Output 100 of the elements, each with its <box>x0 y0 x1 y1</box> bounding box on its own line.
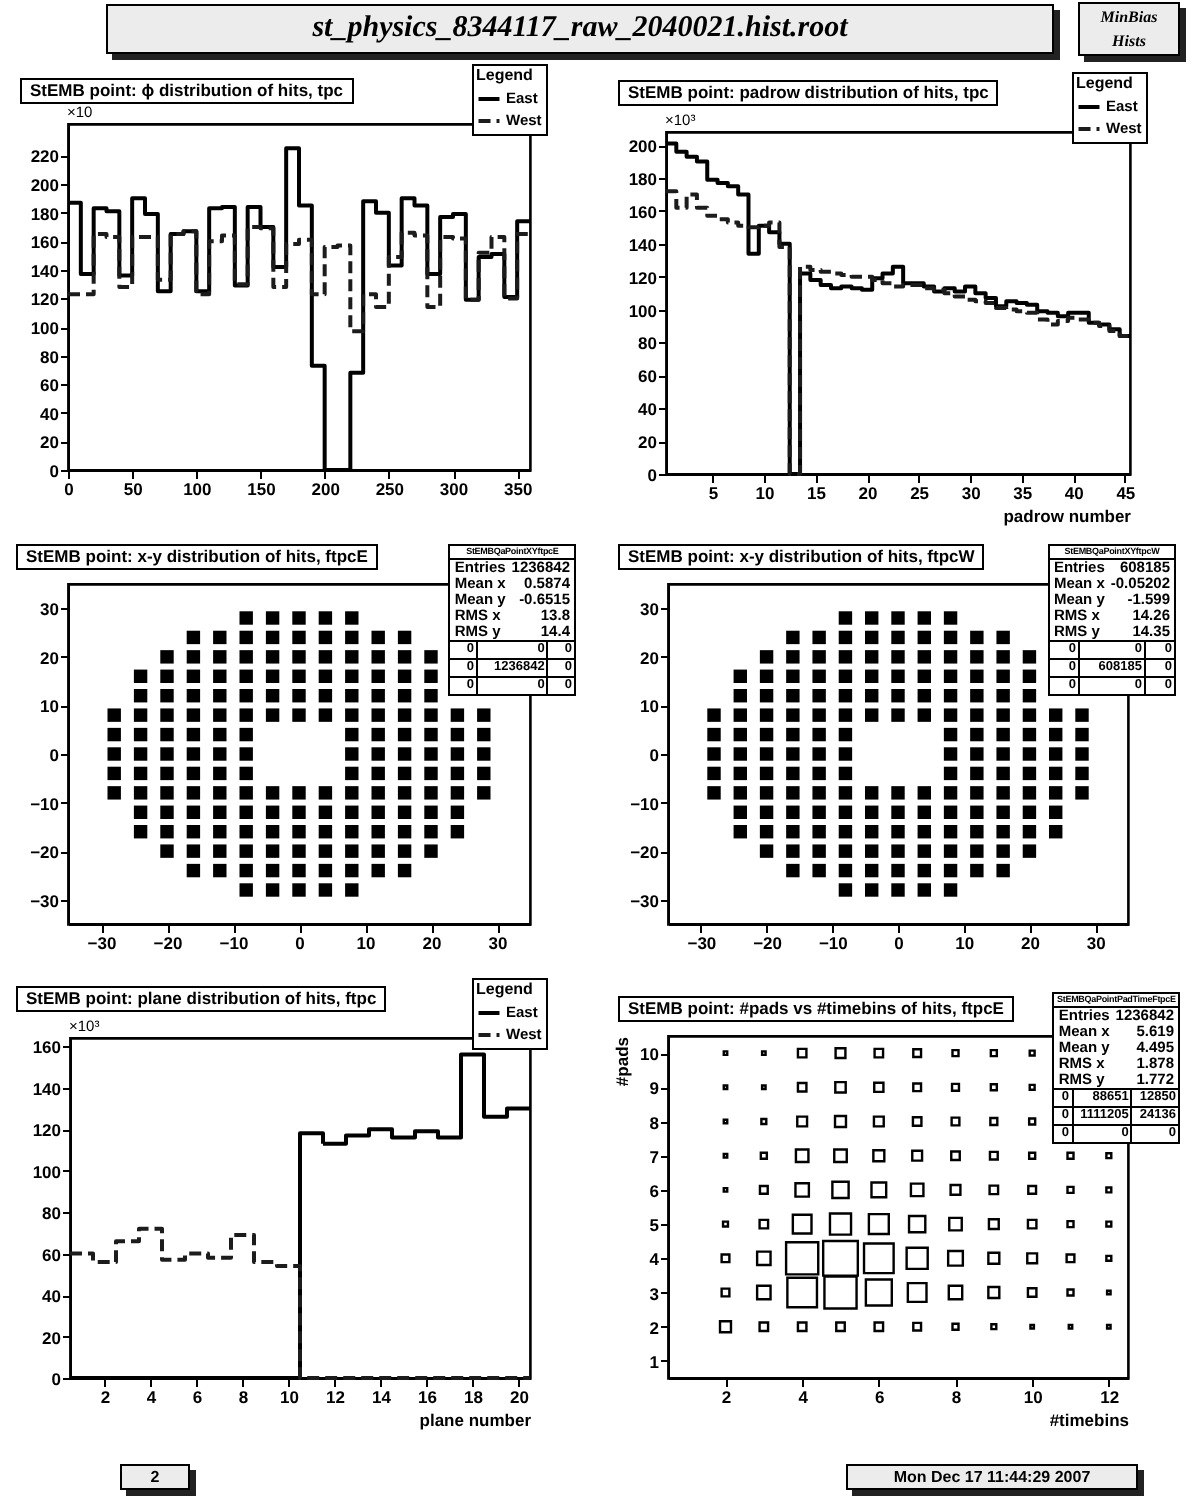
x-tick-label: −20 <box>753 933 783 953</box>
x-tick-label: 250 <box>375 479 405 499</box>
y-tick-label: 10 <box>40 696 60 717</box>
x-tick-label: 150 <box>247 479 277 499</box>
x-tick-label: 30 <box>488 933 508 953</box>
y-tick-label: 200 <box>30 175 60 196</box>
x-tick-label: 6 <box>192 1387 203 1407</box>
y-tick-label: 160 <box>30 232 60 253</box>
y-tick-label: 140 <box>628 234 658 255</box>
y-tick-label: 10 <box>640 1044 660 1065</box>
y-tick-label: 1 <box>649 1351 660 1372</box>
y-tick-label: 20 <box>42 1327 62 1348</box>
y-tick-label: 40 <box>638 399 658 420</box>
y-tick-label: 160 <box>628 201 658 222</box>
x-tick-label: 0 <box>64 479 75 499</box>
x-tick-label: 14 <box>372 1387 392 1407</box>
y-tick-label: 40 <box>42 1286 62 1307</box>
y-tick-label: 80 <box>40 346 60 367</box>
x-tick-label: 10 <box>955 933 975 953</box>
x-tick-label: 50 <box>123 479 144 499</box>
y-tick-label: 20 <box>638 432 658 453</box>
x-tick-label: −30 <box>87 933 117 953</box>
x-axis-title: padrow number <box>1003 506 1133 526</box>
x-tick-label: −10 <box>818 933 849 953</box>
y-tick-label: 180 <box>30 203 60 224</box>
y-tick-label: 2 <box>649 1317 660 1338</box>
y-tick-label: 120 <box>32 1120 62 1141</box>
x-tick-label: 0 <box>894 933 905 953</box>
y-tick-label: −30 <box>30 890 60 911</box>
x-tick-label: 10 <box>280 1387 300 1407</box>
y-tick-label: 20 <box>640 647 660 668</box>
legend-title: Legend <box>476 66 534 84</box>
y-tick-label: 30 <box>640 599 660 620</box>
y-tick-label: 200 <box>628 136 658 157</box>
x-tick-label: 40 <box>1064 483 1085 503</box>
x-tick-label: 35 <box>1013 483 1033 503</box>
x-tick-label: 30 <box>961 483 982 503</box>
x-tick-label: 350 <box>503 479 533 499</box>
y-tick-label: −20 <box>630 842 660 863</box>
y-tick-label: 220 <box>30 146 60 167</box>
text: MinBias Hists <box>1078 2 1180 56</box>
y-tick-label: 180 <box>628 169 658 190</box>
x-tick-label: 10 <box>356 933 376 953</box>
y-tick-label: 20 <box>40 647 60 668</box>
chart-title: StEMB point: #pads vs #timebins of hits, ftpcE <box>618 996 1014 1022</box>
x-tick-label: 45 <box>1116 483 1136 503</box>
x-tick-label: 2 <box>100 1387 111 1407</box>
y-tick-label: 80 <box>42 1203 62 1224</box>
text: st_physics_8344117_raw_2040021.hist.root <box>106 4 1054 54</box>
x-tick-label: 16 <box>418 1387 438 1407</box>
y-tick-label: 4 <box>649 1249 660 1270</box>
x-tick-label: 300 <box>439 479 469 499</box>
x-tick-label: −20 <box>153 933 183 953</box>
chart-title: StEMB point: padrow distribution of hits, tpc <box>618 80 999 106</box>
y-tick-label: 100 <box>628 300 658 321</box>
x-tick-label: 2 <box>721 1387 732 1407</box>
y-tick-label: 100 <box>32 1161 62 1182</box>
y-tick-label: −20 <box>30 842 60 863</box>
x-tick-label: 20 <box>422 933 442 953</box>
y-axis-title: #pads <box>612 1036 633 1087</box>
chart-title: StEMB point: ϕ distribution of hits, tpc <box>20 78 354 104</box>
chart-title: StEMB point: x-y distribution of hits, ftpcE <box>16 544 378 570</box>
x-tick-label: 5 <box>708 483 719 503</box>
text: 2 <box>120 1464 190 1490</box>
x-tick-label: 10 <box>755 483 775 503</box>
x-tick-label: 20 <box>1020 933 1041 953</box>
x-tick-label: 15 <box>807 483 827 503</box>
y-tick-label: 9 <box>649 1078 660 1099</box>
y-tick-label: 80 <box>638 333 658 354</box>
x-axis-title: #timebins <box>1049 1410 1130 1430</box>
x-tick-label: 100 <box>183 479 213 499</box>
y-tick-label: 0 <box>49 461 60 481</box>
y-tick-label: −30 <box>630 890 660 911</box>
y-tick-label: 0 <box>649 745 660 765</box>
y-tick-label: 60 <box>40 375 60 396</box>
text: Mon Dec 17 11:44:29 2007 <box>846 1464 1138 1490</box>
legend-title: Legend <box>1076 74 1134 92</box>
y-tick-label: 0 <box>49 745 60 765</box>
y-tick-label: 60 <box>638 366 658 387</box>
y-tick-label: 10 <box>640 696 660 717</box>
y-tick-label: 120 <box>628 267 658 288</box>
y-tick-label: −10 <box>30 793 60 814</box>
y-tick-label: 3 <box>649 1283 660 1304</box>
y-tick-label: 140 <box>30 260 60 281</box>
x-tick-label: 200 <box>311 479 341 499</box>
x-tick-label: 18 <box>464 1387 484 1407</box>
x-tick-label: 12 <box>1100 1387 1120 1407</box>
x-tick-label: 0 <box>295 933 306 953</box>
x-axis-title: plane number <box>419 1410 533 1430</box>
chart-title: StEMB point: plane distribution of hits, ftpc <box>16 986 387 1012</box>
y-tick-label: 60 <box>42 1244 62 1265</box>
x-tick-label: 25 <box>910 483 930 503</box>
x-tick-label: 6 <box>875 1387 886 1407</box>
chart-title: StEMB point: x-y distribution of hits, ftpcW <box>618 544 985 570</box>
y-tick-label: 5 <box>649 1215 660 1236</box>
y-tick-label: 160 <box>32 1037 62 1058</box>
y-tick-label: 0 <box>647 465 658 485</box>
y-tick-label: 30 <box>40 599 60 620</box>
x-tick-label: 4 <box>146 1387 157 1407</box>
x-tick-label: 30 <box>1086 933 1107 953</box>
